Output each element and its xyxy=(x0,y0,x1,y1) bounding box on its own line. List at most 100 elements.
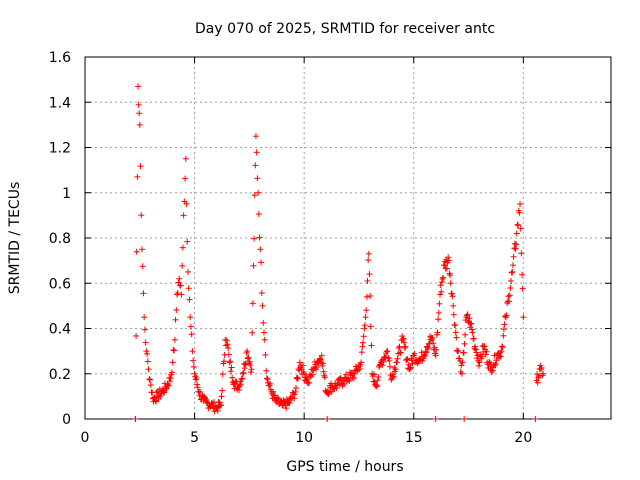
data-point xyxy=(453,347,460,354)
data-point xyxy=(476,359,483,366)
data-point xyxy=(486,358,493,365)
data-point xyxy=(286,400,293,407)
data-point xyxy=(218,393,225,400)
data-point xyxy=(386,357,393,364)
data-point xyxy=(304,375,311,382)
data-point xyxy=(433,346,440,353)
y-tick-label: 0.6 xyxy=(49,276,71,292)
data-point xyxy=(341,381,348,388)
data-point xyxy=(507,285,514,292)
data-point xyxy=(520,314,527,321)
data-point xyxy=(185,285,192,292)
data-point xyxy=(179,244,186,251)
data-point xyxy=(423,349,430,356)
data-point xyxy=(400,335,407,342)
data-point xyxy=(469,329,476,336)
data-point xyxy=(519,285,526,292)
chart-title: Day 070 of 2025, SRMTID for receiver ant… xyxy=(195,21,495,37)
data-point xyxy=(313,364,320,371)
data-point xyxy=(450,311,457,318)
data-point xyxy=(180,212,187,219)
data-point xyxy=(535,373,542,380)
data-point xyxy=(472,346,479,353)
data-point xyxy=(466,315,473,322)
data-point xyxy=(356,365,363,372)
data-point xyxy=(146,376,153,383)
data-point xyxy=(424,344,431,351)
data-point xyxy=(500,332,507,339)
data-point xyxy=(367,292,374,299)
data-point xyxy=(470,335,477,342)
data-point xyxy=(140,290,147,297)
data-point xyxy=(228,364,235,371)
data-point xyxy=(434,329,441,336)
data-point xyxy=(511,245,518,252)
data-point xyxy=(397,349,404,356)
data-point xyxy=(452,329,459,336)
data-point xyxy=(166,378,173,385)
data-point xyxy=(244,355,251,362)
data-point xyxy=(432,352,439,359)
data-point xyxy=(191,370,198,377)
data-point xyxy=(462,317,469,324)
data-point xyxy=(193,374,200,381)
data-point xyxy=(505,293,512,300)
data-point xyxy=(153,389,160,396)
data-point xyxy=(367,323,374,330)
data-point xyxy=(503,312,510,319)
data-point xyxy=(252,162,259,169)
data-point xyxy=(137,163,144,170)
data-point xyxy=(319,362,326,369)
data-point xyxy=(501,321,508,328)
data-point xyxy=(237,381,244,388)
data-point xyxy=(241,365,248,372)
data-point xyxy=(375,363,382,370)
data-point xyxy=(337,375,344,382)
data-point xyxy=(296,359,303,366)
data-point xyxy=(139,263,146,270)
data-point xyxy=(245,354,252,361)
data-point xyxy=(437,291,444,298)
data-point xyxy=(190,357,197,364)
data-point xyxy=(399,336,406,343)
data-point xyxy=(402,343,409,350)
data-point xyxy=(468,326,475,333)
data-point xyxy=(319,360,326,367)
data-point xyxy=(260,319,267,326)
data-point xyxy=(473,349,480,356)
data-point xyxy=(138,246,145,253)
data-point xyxy=(238,376,245,383)
data-point xyxy=(324,416,331,422)
data-point xyxy=(167,375,174,382)
y-axis-label: SRMTID / TECUs xyxy=(7,182,23,295)
data-point xyxy=(158,390,165,397)
data-point xyxy=(401,339,408,346)
data-point xyxy=(249,329,256,336)
data-point xyxy=(508,277,515,284)
data-point xyxy=(401,344,408,351)
data-point xyxy=(214,407,221,414)
data-point xyxy=(153,398,160,405)
data-point xyxy=(227,368,234,375)
data-point xyxy=(170,346,177,353)
data-point xyxy=(145,366,152,373)
data-point xyxy=(317,356,324,363)
data-point xyxy=(252,133,259,140)
data-point xyxy=(509,268,516,275)
data-point xyxy=(379,362,386,369)
data-point xyxy=(174,290,181,297)
y-tick-label: 1 xyxy=(62,186,71,202)
data-point xyxy=(479,353,486,360)
data-point xyxy=(395,345,402,352)
data-point xyxy=(248,366,255,373)
data-point xyxy=(261,336,268,343)
data-point xyxy=(135,101,142,108)
data-point xyxy=(483,348,490,355)
data-point xyxy=(251,235,258,242)
y-tick-label: 0.2 xyxy=(49,367,71,383)
data-point xyxy=(283,405,290,412)
data-point xyxy=(263,367,270,374)
data-point xyxy=(223,337,230,344)
data-point xyxy=(436,300,443,307)
